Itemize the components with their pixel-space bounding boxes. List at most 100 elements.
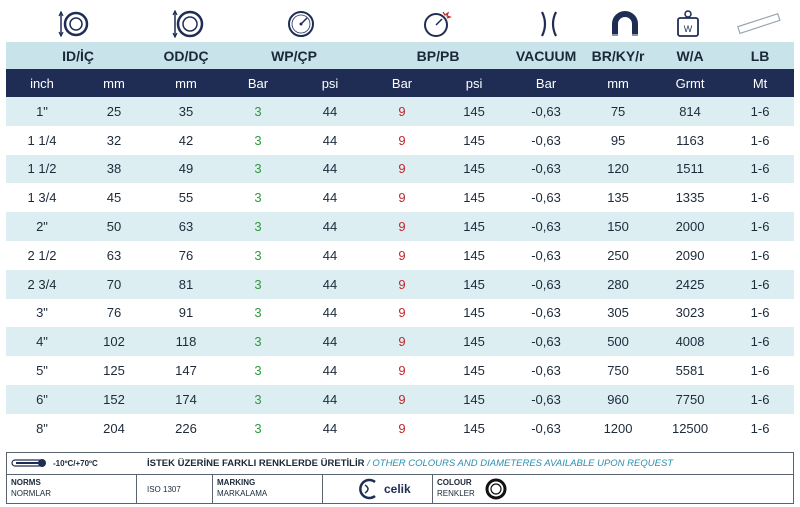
cell-wa-grmt: 2000 xyxy=(654,212,727,241)
cell-bp-psi: 145 xyxy=(438,125,511,155)
cell-vacuum-bar: -0,63 xyxy=(510,183,583,213)
cell-wp-bar: 3 xyxy=(222,327,295,357)
cell-br-mm: 750 xyxy=(582,356,655,385)
cell-wp-psi: 44 xyxy=(294,356,367,385)
colour-label-tr: RENKLER xyxy=(437,489,475,498)
cell-vacuum-bar: -0,63 xyxy=(510,212,583,241)
cell-bp-psi: 145 xyxy=(438,327,511,357)
norms-value: ISO 1307 xyxy=(147,485,181,494)
table-row: 2 1/2 63 76 3 44 9 145 -0,63 250 2090 1-6 xyxy=(6,240,795,270)
cell-id-inch: 4" xyxy=(6,327,78,357)
cell-wa-grmt: 5581 xyxy=(654,356,727,385)
cell-wa-grmt: 1511 xyxy=(654,154,727,184)
unit-cell: Bar xyxy=(510,69,583,97)
cell-vacuum-bar: -0,63 xyxy=(510,240,583,270)
cell-lb-mt: 1-6 xyxy=(726,327,795,357)
colour-label: COLOUR xyxy=(437,478,472,487)
cell-br-mm: 1200 xyxy=(582,413,655,443)
cell-bp-psi: 145 xyxy=(438,212,511,241)
table-row: 4" 102 118 3 44 9 145 -0,63 500 4008 1-6 xyxy=(6,327,795,357)
cell-br-mm: 135 xyxy=(582,183,655,213)
cell-br-mm: 120 xyxy=(582,154,655,184)
cell-wa-grmt: 2090 xyxy=(654,240,727,270)
footer: -10ºC/+70ºC İSTEK ÜZERİNE FARKLI RENKLER… xyxy=(6,452,794,504)
cell-wp-bar: 3 xyxy=(222,212,295,241)
brand-logo: celik xyxy=(357,477,411,501)
cell-wp-bar: 3 xyxy=(222,356,295,385)
colour-swatch-icon xyxy=(485,478,507,500)
norms-cell: NORMS NORMLAR xyxy=(7,475,137,503)
cell-bp-bar: 9 xyxy=(366,269,439,299)
cell-bp-bar: 9 xyxy=(366,212,439,241)
cell-vacuum-bar: -0,63 xyxy=(510,154,583,184)
brand-name: celik xyxy=(384,482,411,496)
cell-id-inch: 2" xyxy=(6,212,78,241)
unit-cell: mm xyxy=(150,69,223,97)
cell-br-mm: 95 xyxy=(582,125,655,155)
cell-id-mm: 50 xyxy=(78,212,151,241)
cell-br-mm: 280 xyxy=(582,269,655,299)
cell-wa-grmt: 814 xyxy=(654,97,727,126)
cell-wp-psi: 44 xyxy=(294,240,367,270)
cell-wp-psi: 44 xyxy=(294,298,367,328)
cell-wp-psi: 44 xyxy=(294,413,367,443)
table-row: 1 1/4 32 42 3 44 9 145 -0,63 95 1163 1-6 xyxy=(6,125,795,155)
cell-vacuum-bar: -0,63 xyxy=(510,327,583,357)
column-header-row: ID/İÇ OD/DÇ WP/ÇP BP/PB VACUUM BR/KY/r W… xyxy=(6,42,795,69)
cell-od-mm: 174 xyxy=(150,384,223,414)
cell-bp-psi: 145 xyxy=(438,413,511,443)
cell-bp-psi: 145 xyxy=(438,154,511,184)
norms-label: NORMS xyxy=(11,478,41,487)
cell-wp-psi: 44 xyxy=(294,183,367,213)
cell-wa-grmt: 1335 xyxy=(654,183,727,213)
cell-br-mm: 75 xyxy=(582,97,655,126)
cell-id-inch: 2 1/2 xyxy=(6,240,78,270)
table-row: 2 3/4 70 81 3 44 9 145 -0,63 280 2425 1-6 xyxy=(6,269,795,299)
cell-id-mm: 38 xyxy=(78,154,151,184)
cell-wa-grmt: 1163 xyxy=(654,125,727,155)
icon-row: W xyxy=(6,6,794,42)
unit-cell: psi xyxy=(438,69,511,97)
cell-bp-psi: 145 xyxy=(438,384,511,414)
cell-bp-psi: 145 xyxy=(438,269,511,299)
cell-bp-bar: 9 xyxy=(366,183,439,213)
cell-bp-bar: 9 xyxy=(366,327,439,357)
table-row: 6" 152 174 3 44 9 145 -0,63 960 7750 1-6 xyxy=(6,384,795,414)
length-icon xyxy=(736,8,782,40)
cell-br-mm: 150 xyxy=(582,212,655,241)
cell-id-mm: 25 xyxy=(78,97,151,126)
cell-wp-bar: 3 xyxy=(222,240,295,270)
unit-cell: psi xyxy=(294,69,367,97)
cell-bp-psi: 145 xyxy=(438,97,511,126)
marking-label: MARKING xyxy=(217,478,256,487)
cell-wp-bar: 3 xyxy=(222,298,295,328)
cell-bp-psi: 145 xyxy=(438,240,511,270)
cell-wp-bar: 3 xyxy=(222,413,295,443)
diameter-inner-icon xyxy=(56,8,90,40)
norms-label-tr: NORMLAR xyxy=(11,489,52,498)
cell-lb-mt: 1-6 xyxy=(726,125,795,155)
cell-wp-psi: 44 xyxy=(294,125,367,155)
cell-od-mm: 35 xyxy=(150,97,223,126)
table-row: 1 1/2 38 49 3 44 9 145 -0,63 120 1511 1-6 xyxy=(6,154,795,184)
cell-id-mm: 45 xyxy=(78,183,151,213)
cell-wp-bar: 3 xyxy=(222,384,295,414)
unit-cell: Bar xyxy=(366,69,439,97)
note-turkish: İSTEK ÜZERİNE FARKLI RENKLERDE ÜRETİLİR xyxy=(147,458,365,469)
table-row: 1 3/4 45 55 3 44 9 145 -0,63 135 1335 1-6 xyxy=(6,183,795,213)
col-vacuum: VACUUM xyxy=(510,42,583,69)
unit-cell: mm xyxy=(78,69,151,97)
cell-bp-bar: 9 xyxy=(366,384,439,414)
cell-wp-bar: 3 xyxy=(222,183,295,213)
col-br: BR/KY/r xyxy=(582,42,655,69)
cell-lb-mt: 1-6 xyxy=(726,413,795,443)
cell-vacuum-bar: -0,63 xyxy=(510,413,583,443)
note-separator: / xyxy=(364,458,373,469)
table-row: 3" 76 91 3 44 9 145 -0,63 305 3023 1-6 xyxy=(6,298,795,328)
cell-id-mm: 70 xyxy=(78,269,151,299)
cell-wp-psi: 44 xyxy=(294,154,367,184)
cell-lb-mt: 1-6 xyxy=(726,154,795,184)
cell-bp-psi: 145 xyxy=(438,356,511,385)
marking-label-tr: MARKALAMA xyxy=(217,489,268,498)
cell-id-mm: 32 xyxy=(78,125,151,155)
